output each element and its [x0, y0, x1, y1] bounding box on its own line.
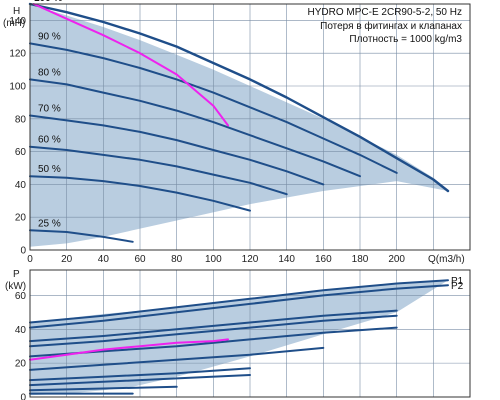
- top-ytick-label: 0: [20, 246, 26, 257]
- power-tick-labels: 0 20 40 60: [15, 291, 27, 400]
- power-axis-label: P: [13, 269, 20, 280]
- top-curve-3: [29, 114, 325, 186]
- bot-curve-8: [29, 385, 178, 392]
- head-curves: 100 % 90 % 80 % 70 % 60 % 50 % 25 %: [28, 0, 450, 243]
- top-curve-1: [29, 42, 398, 174]
- bot-curve-5: [29, 346, 325, 371]
- flow-axis-unit: Q(m3/h): [428, 254, 465, 265]
- top-xtick-label: 180: [352, 254, 369, 265]
- bot-curve-label: P2: [451, 281, 464, 292]
- top-curve-label: 70 %: [38, 104, 61, 115]
- bot-ytick-label: 60: [15, 291, 27, 302]
- density-text: Плотность = 1000 kg/m3: [349, 34, 462, 45]
- head-grid: [30, 4, 470, 250]
- top-xtick-label: 60: [134, 254, 146, 265]
- bot-curve-label: P1: [451, 276, 464, 287]
- top-xtick-label: 0: [27, 254, 33, 265]
- bot-operating-area: [30, 280, 448, 396]
- power-area-layer: [30, 280, 448, 396]
- top-xtick-label: 80: [171, 254, 183, 265]
- top-ytick-label: 40: [15, 180, 27, 191]
- bot-curve-2: [29, 309, 398, 343]
- top-curve-label: 100 %: [34, 0, 62, 4]
- bot-curve-3: [29, 314, 398, 348]
- head-tick-labels: 0 20 40 60 80 100 120 140 0 20 40 60 80 100 120 140 160 1…: [9, 16, 405, 265]
- top-ytick-label: 100: [9, 82, 26, 93]
- top-duty-curve: [32, 3, 229, 127]
- top-curve-4: [29, 145, 288, 196]
- top-xtick-label: 40: [98, 254, 110, 265]
- top-xtick-label: 140: [278, 254, 295, 265]
- bot-curve-7: [29, 374, 251, 387]
- top-ytick-label: 80: [15, 114, 27, 125]
- head-axis-label: H: [13, 6, 20, 17]
- head-axis-unit: (mH): [3, 18, 25, 29]
- top-curve-label: 90 %: [38, 31, 61, 42]
- bot-ytick-label: 0: [20, 393, 26, 400]
- top-ytick-label: 20: [15, 213, 27, 224]
- bot-curve-6: [29, 367, 251, 382]
- top-curve-2: [29, 78, 361, 178]
- top-curve-label: 25 %: [38, 218, 61, 229]
- bot-ytick-label: 20: [15, 359, 27, 370]
- top-ytick-label: 120: [9, 49, 26, 60]
- top-curve-6: [29, 229, 134, 243]
- top-curve-label: 50 %: [38, 164, 61, 175]
- top-ytick-label: 140: [9, 16, 26, 27]
- power-plot-frame: [29, 269, 471, 398]
- bot-duty-curve: [29, 338, 229, 361]
- top-curve-label: 60 %: [38, 135, 61, 146]
- top-xtick-label: 160: [315, 254, 332, 265]
- bot-curve-1: [29, 284, 449, 329]
- top-ytick-label: 60: [15, 147, 27, 158]
- top-curve-label: 80 %: [38, 67, 61, 78]
- top-curve-5: [29, 175, 251, 212]
- power-axis-unit: (kW): [5, 281, 26, 292]
- top-xtick-label: 200: [388, 254, 405, 265]
- head-plot-frame: [29, 3, 471, 251]
- top-xtick-label: 100: [205, 254, 222, 265]
- top-curve-0: [28, 2, 450, 193]
- fittings-loss-text: Потеря в фитингах и клапанах: [320, 20, 462, 32]
- bot-ytick-label: 40: [15, 325, 27, 336]
- top-xtick-label: 20: [61, 254, 73, 265]
- bot-curve-0: [29, 279, 449, 324]
- pump-model-text: HYDRO MPC-E 2CR90-5-2, 50 Hz: [308, 7, 462, 18]
- top-xtick-label: 120: [242, 254, 259, 265]
